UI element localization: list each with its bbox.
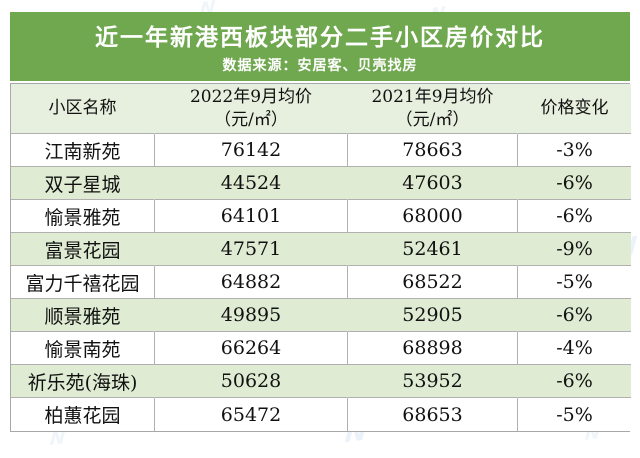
community-name-cell: 富力千禧花园	[11, 266, 155, 299]
header-row: 小区名称 2022年9月均价 （元/㎡） 2021年9月均价 （元/㎡） 价格变…	[11, 84, 631, 134]
price-2021-cell: 52461	[348, 233, 518, 266]
community-name-cell: 富景花园	[11, 233, 155, 266]
table-row: 富力千禧花园 64882 68522 -5%	[11, 266, 631, 299]
price-2022-cell: 65472	[155, 398, 348, 431]
price-2022-cell: 66264	[155, 332, 348, 365]
data-source-subtitle: 数据来源：安居客、贝壳找房	[222, 58, 418, 74]
price-comparison-table: 小区名称 2022年9月均价 （元/㎡） 2021年9月均价 （元/㎡） 价格变…	[11, 84, 631, 431]
price-2022-cell: 64101	[155, 200, 348, 233]
change-cell: -6%	[518, 200, 631, 233]
change-cell: -3%	[518, 134, 631, 167]
change-cell: -4%	[518, 332, 631, 365]
community-name-cell: 江南新苑	[11, 134, 155, 167]
price-2022-cell: 49895	[155, 299, 348, 332]
community-name-cell: 祈乐苑(海珠)	[11, 365, 155, 398]
col-header-community-name: 小区名称	[11, 84, 155, 134]
change-cell: -6%	[518, 365, 631, 398]
table-row: 顺景雅苑 49895 52905 -6%	[11, 299, 631, 332]
price-table-container: 小区名称 2022年9月均价 （元/㎡） 2021年9月均价 （元/㎡） 价格变…	[10, 83, 631, 432]
price-2021-cell: 68653	[348, 398, 518, 431]
table-row: 双子星城 44524 47603 -6%	[11, 167, 631, 200]
page-title: 近一年新港西板块部分二手小区房价对比	[95, 24, 545, 51]
table-row: 富景花园 47571 52461 -9%	[11, 233, 631, 266]
price-2022-cell: 50628	[155, 365, 348, 398]
price-2022-cell: 76142	[155, 134, 348, 167]
price-2021-cell: 52905	[348, 299, 518, 332]
change-cell: -5%	[518, 398, 631, 431]
community-name-cell: 顺景雅苑	[11, 299, 155, 332]
table-title-banner: 近一年新港西板块部分二手小区房价对比 数据来源：安居客、贝壳找房	[10, 12, 630, 81]
change-cell: -6%	[518, 299, 631, 332]
price-2022-cell: 44524	[155, 167, 348, 200]
change-cell: -6%	[518, 167, 631, 200]
community-name-cell: 双子星城	[11, 167, 155, 200]
price-2021-cell: 47603	[348, 167, 518, 200]
change-cell: -9%	[518, 233, 631, 266]
price-2021-cell: 68000	[348, 200, 518, 233]
watermark-logo-icon: N	[49, 427, 67, 450]
price-2021-cell: 53952	[348, 365, 518, 398]
price-2021-cell: 68522	[348, 266, 518, 299]
col-header-price-2022: 2022年9月均价 （元/㎡）	[155, 84, 348, 134]
community-name-cell: 柏蕙花园	[11, 398, 155, 431]
col-header-price-2021: 2021年9月均价 （元/㎡）	[348, 84, 518, 134]
price-2022-cell: 64882	[155, 266, 348, 299]
community-name-cell: 愉景南苑	[11, 332, 155, 365]
table-row: 柏蕙花园 65472 68653 -5%	[11, 398, 631, 431]
table-row: 江南新苑 76142 78663 -3%	[11, 134, 631, 167]
table-row: 祈乐苑(海珠) 50628 53952 -6%	[11, 365, 631, 398]
price-2021-cell: 68898	[348, 332, 518, 365]
change-cell: -5%	[518, 266, 631, 299]
price-2021-cell: 78663	[348, 134, 518, 167]
table-row: 愉景南苑 66264 68898 -4%	[11, 332, 631, 365]
table-row: 愉景雅苑 64101 68000 -6%	[11, 200, 631, 233]
col-header-price-change: 价格变化	[518, 84, 631, 134]
price-2022-cell: 47571	[155, 233, 348, 266]
community-name-cell: 愉景雅苑	[11, 200, 155, 233]
